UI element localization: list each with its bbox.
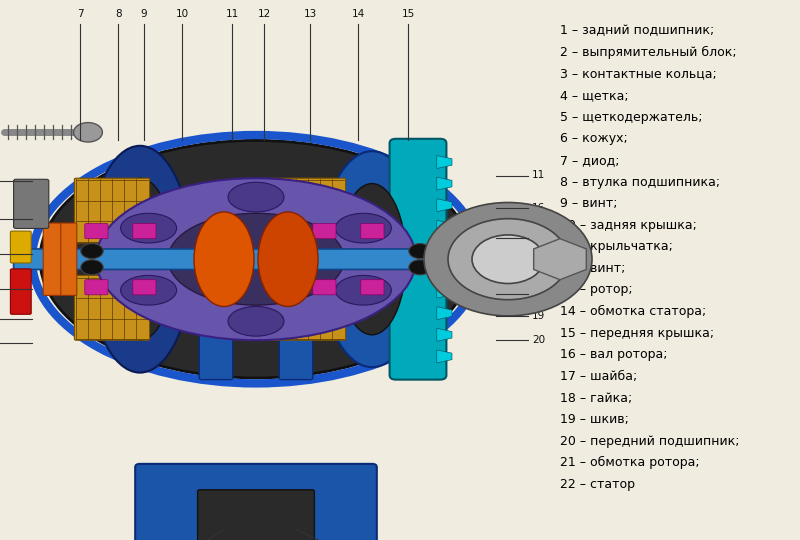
FancyBboxPatch shape bbox=[74, 178, 150, 243]
FancyBboxPatch shape bbox=[313, 224, 336, 239]
Text: 10 – задняя крышка;: 10 – задняя крышка; bbox=[560, 219, 697, 232]
FancyBboxPatch shape bbox=[59, 223, 77, 295]
Text: 1 – задний подшипник;: 1 – задний подшипник; bbox=[560, 24, 714, 37]
Ellipse shape bbox=[121, 275, 177, 305]
Text: 14: 14 bbox=[352, 9, 365, 19]
FancyBboxPatch shape bbox=[133, 224, 156, 239]
Text: 11: 11 bbox=[226, 9, 238, 19]
Text: 12: 12 bbox=[258, 9, 270, 19]
Circle shape bbox=[81, 260, 103, 275]
Polygon shape bbox=[437, 328, 452, 341]
FancyBboxPatch shape bbox=[133, 280, 156, 295]
Circle shape bbox=[424, 202, 592, 316]
Polygon shape bbox=[437, 307, 452, 320]
Circle shape bbox=[74, 123, 102, 142]
Polygon shape bbox=[437, 350, 452, 363]
Polygon shape bbox=[437, 156, 452, 168]
FancyBboxPatch shape bbox=[14, 179, 49, 228]
Polygon shape bbox=[437, 199, 452, 212]
FancyBboxPatch shape bbox=[10, 231, 31, 263]
FancyBboxPatch shape bbox=[279, 290, 313, 380]
Text: 13 – ротор;: 13 – ротор; bbox=[560, 284, 633, 296]
Text: 17: 17 bbox=[532, 233, 546, 242]
Ellipse shape bbox=[96, 178, 416, 340]
Polygon shape bbox=[534, 239, 586, 280]
FancyBboxPatch shape bbox=[270, 275, 346, 340]
Text: 10: 10 bbox=[176, 9, 189, 19]
Text: 16: 16 bbox=[532, 203, 546, 213]
Text: 21 – обмотка ротора;: 21 – обмотка ротора; bbox=[560, 456, 700, 469]
Text: 19 – шкив;: 19 – шкив; bbox=[560, 413, 629, 426]
Text: 3 – контактные кольца;: 3 – контактные кольца; bbox=[560, 68, 717, 80]
Polygon shape bbox=[437, 220, 452, 233]
Text: 12 – винт;: 12 – винт; bbox=[560, 262, 626, 275]
FancyBboxPatch shape bbox=[10, 269, 31, 314]
Text: 18 – гайка;: 18 – гайка; bbox=[560, 392, 632, 404]
Ellipse shape bbox=[228, 306, 284, 336]
Text: 11: 11 bbox=[532, 171, 546, 180]
Text: 8 – втулка подшипника;: 8 – втулка подшипника; bbox=[560, 176, 720, 188]
FancyBboxPatch shape bbox=[85, 280, 108, 295]
Circle shape bbox=[409, 260, 431, 275]
Text: 2 – выпрямительный блок;: 2 – выпрямительный блок; bbox=[560, 46, 737, 59]
FancyBboxPatch shape bbox=[14, 249, 522, 269]
Text: 22 – статор: 22 – статор bbox=[560, 478, 635, 491]
Text: 19: 19 bbox=[532, 311, 546, 321]
Ellipse shape bbox=[335, 213, 391, 243]
Circle shape bbox=[472, 235, 544, 284]
Circle shape bbox=[448, 219, 568, 300]
Ellipse shape bbox=[194, 212, 254, 306]
Ellipse shape bbox=[335, 275, 391, 305]
FancyBboxPatch shape bbox=[361, 280, 384, 295]
Text: 4 – щетка;: 4 – щетка; bbox=[560, 89, 629, 102]
Ellipse shape bbox=[40, 140, 472, 378]
Ellipse shape bbox=[320, 151, 424, 367]
Ellipse shape bbox=[258, 212, 318, 306]
FancyBboxPatch shape bbox=[390, 139, 446, 380]
FancyBboxPatch shape bbox=[313, 280, 336, 295]
FancyBboxPatch shape bbox=[270, 178, 346, 243]
Circle shape bbox=[81, 244, 103, 259]
Text: 6 – кожух;: 6 – кожух; bbox=[560, 132, 628, 145]
Text: 16 – вал ротора;: 16 – вал ротора; bbox=[560, 348, 667, 361]
Ellipse shape bbox=[168, 213, 344, 305]
Ellipse shape bbox=[121, 213, 177, 243]
Text: 11 – крыльчатка;: 11 – крыльчатка; bbox=[560, 240, 673, 253]
Ellipse shape bbox=[88, 146, 192, 373]
Ellipse shape bbox=[338, 184, 406, 335]
Ellipse shape bbox=[228, 183, 284, 212]
Text: 9: 9 bbox=[141, 9, 147, 19]
Text: 9 – винт;: 9 – винт; bbox=[560, 197, 618, 210]
FancyBboxPatch shape bbox=[361, 224, 384, 239]
Polygon shape bbox=[437, 264, 452, 276]
FancyBboxPatch shape bbox=[74, 275, 150, 340]
Text: 17 – шайба;: 17 – шайба; bbox=[560, 370, 638, 383]
Polygon shape bbox=[437, 285, 452, 298]
Text: 20: 20 bbox=[532, 335, 545, 345]
Text: 15: 15 bbox=[402, 9, 414, 19]
FancyBboxPatch shape bbox=[43, 223, 61, 295]
FancyBboxPatch shape bbox=[198, 490, 314, 540]
Polygon shape bbox=[437, 242, 452, 255]
Text: 7: 7 bbox=[77, 9, 83, 19]
Text: 8: 8 bbox=[115, 9, 122, 19]
Polygon shape bbox=[437, 177, 452, 190]
Text: 18: 18 bbox=[532, 289, 546, 299]
FancyBboxPatch shape bbox=[199, 290, 233, 380]
Text: 14 – обмотка статора;: 14 – обмотка статора; bbox=[560, 305, 706, 318]
Text: 7 – диод;: 7 – диод; bbox=[560, 154, 619, 167]
FancyBboxPatch shape bbox=[135, 464, 377, 540]
Text: 13: 13 bbox=[304, 9, 317, 19]
Circle shape bbox=[409, 244, 431, 259]
Ellipse shape bbox=[106, 178, 174, 340]
Text: 5 – щеткодержатель;: 5 – щеткодержатель; bbox=[560, 111, 702, 124]
FancyBboxPatch shape bbox=[85, 224, 108, 239]
Text: 15 – передняя крышка;: 15 – передняя крышка; bbox=[560, 327, 714, 340]
Text: 20 – передний подшипник;: 20 – передний подшипник; bbox=[560, 435, 739, 448]
